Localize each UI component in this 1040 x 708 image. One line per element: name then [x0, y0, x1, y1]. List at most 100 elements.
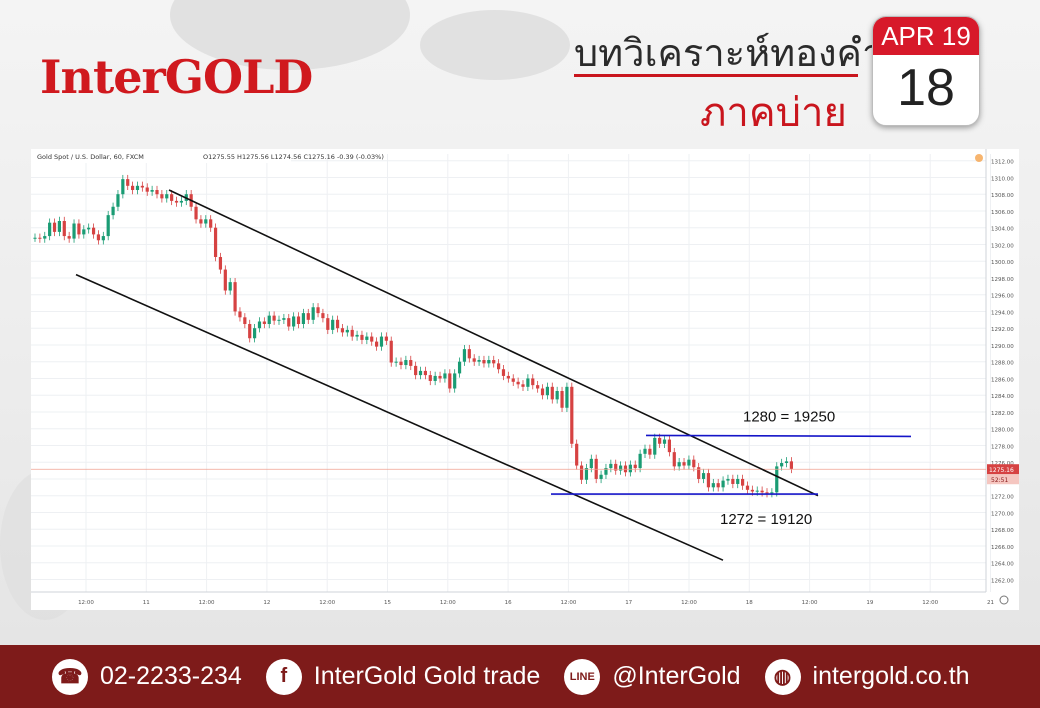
candle-body	[389, 340, 393, 363]
footer-facebook[interactable]: f InterGold Gold trade	[265, 658, 540, 695]
y-tick-label: 1300.00	[991, 260, 1014, 266]
footer-website[interactable]: ◍ intergold.co.th	[764, 658, 970, 695]
candle-body	[87, 227, 91, 230]
candle-body	[589, 458, 593, 469]
page-subtitle: ภาคบ่าย	[700, 91, 847, 135]
footer-line[interactable]: LINE @InterGold	[564, 658, 741, 695]
y-tick-label: 1302.00	[991, 243, 1014, 249]
candle-body	[414, 365, 418, 376]
y-tick-label: 1270.00	[991, 511, 1014, 517]
candle-body	[282, 318, 286, 320]
candle-body	[638, 453, 642, 469]
candle-body	[38, 237, 42, 239]
candle-body	[770, 492, 774, 494]
candle-body	[91, 227, 96, 235]
candle-body	[677, 462, 681, 467]
last-price-tag	[987, 464, 1019, 475]
candle-body	[492, 360, 496, 364]
y-tick-label: 1266.00	[991, 545, 1014, 551]
candle-body	[540, 388, 545, 396]
candle-body	[179, 200, 183, 203]
candle-body	[287, 318, 291, 327]
candle-body	[550, 386, 554, 400]
candle-body	[467, 349, 471, 359]
candle-body	[301, 313, 305, 325]
candle-body	[565, 386, 569, 408]
candle-body	[662, 439, 667, 444]
candle-body	[223, 269, 227, 291]
x-tick-label: 15	[384, 600, 391, 606]
candle-body	[345, 329, 349, 333]
candle-body	[433, 375, 437, 381]
y-tick-label: 1282.00	[991, 411, 1014, 417]
candle-body	[511, 378, 515, 382]
calendar-month: APR 19	[873, 17, 979, 55]
candle-body	[682, 462, 686, 466]
footer-phone[interactable]: ☎ 02-2233-234	[52, 658, 242, 695]
y-tick-label: 1284.00	[991, 394, 1014, 400]
y-tick-label: 1308.00	[991, 193, 1014, 199]
candle-body	[418, 370, 423, 376]
candle-body	[272, 315, 276, 321]
candle-body	[218, 257, 223, 270]
candle-body	[228, 282, 232, 291]
website-text: intergold.co.th	[812, 662, 970, 690]
candle-body	[526, 378, 530, 387]
candle-body	[457, 361, 462, 374]
resistance-level-label: 1280 = 19250	[743, 408, 835, 425]
candle-body	[199, 219, 203, 224]
x-tick-label: 11	[143, 600, 150, 606]
y-tick-label: 1294.00	[991, 310, 1014, 316]
candle-body	[370, 336, 374, 342]
phone-text: 02-2233-234	[100, 662, 242, 690]
candle-body	[194, 206, 198, 220]
x-tick-label: 17	[625, 600, 632, 606]
candle-body	[277, 319, 281, 321]
candle-body	[775, 466, 779, 493]
phone-icon: ☎	[52, 658, 88, 695]
candle-body	[760, 490, 764, 493]
candle-body	[101, 236, 105, 241]
candle-body	[731, 478, 735, 484]
candle-body	[48, 222, 52, 237]
candle-body	[604, 468, 608, 475]
candle-body	[267, 315, 271, 325]
candle-body	[121, 179, 125, 195]
channel-lower-line	[75, 273, 724, 561]
candle-body	[697, 467, 701, 479]
y-tick-label: 1268.00	[991, 528, 1014, 534]
candle-body	[472, 358, 476, 362]
candle-body	[233, 282, 237, 312]
candle-body	[170, 194, 174, 201]
candle-body	[721, 480, 725, 488]
support-level-label: 1272 = 19120	[720, 511, 812, 528]
candle-body	[428, 375, 432, 381]
candle-body	[716, 483, 720, 488]
candle-body	[399, 361, 403, 366]
candle-body	[516, 381, 520, 385]
symbol-bg	[31, 149, 291, 163]
candle-body	[160, 194, 164, 199]
candle-body	[560, 391, 564, 408]
x-tick-label: 19	[866, 600, 873, 606]
y-tick-label: 1306.00	[991, 210, 1014, 216]
calendar-badge: APR 19 18	[872, 16, 980, 126]
candle-body	[155, 190, 159, 195]
x-tick-label: 12:00	[440, 600, 456, 606]
candle-body	[360, 334, 364, 340]
candle-body	[326, 318, 330, 330]
candle-body	[658, 437, 662, 444]
candle-body	[243, 317, 247, 325]
candle-body	[628, 464, 632, 473]
candle-body	[77, 223, 81, 235]
x-tick-label: 12:00	[922, 600, 938, 606]
candle-body	[648, 448, 652, 455]
candle-body	[311, 307, 315, 320]
candle-body	[57, 220, 61, 232]
candle-body	[765, 492, 769, 494]
candle-body	[316, 307, 320, 314]
candle-body	[209, 219, 213, 228]
candle-body	[404, 360, 408, 366]
price-chart: 1312.00 1310.00 1308.00 1306.00 1304.00 1302.…	[31, 149, 1019, 610]
candle-body	[575, 443, 579, 466]
